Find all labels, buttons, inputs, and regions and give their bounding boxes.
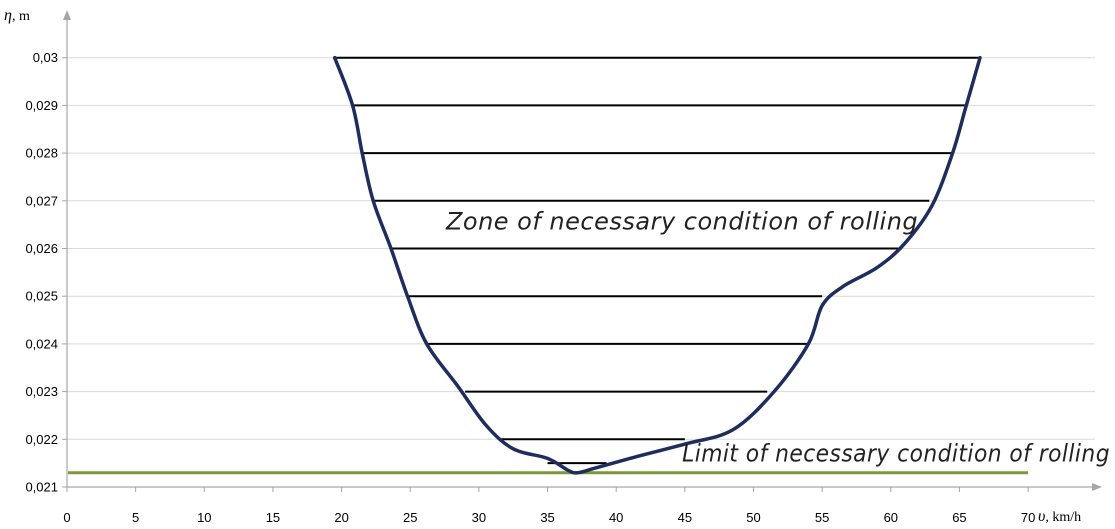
- y-tick-label: 0,027: [25, 193, 58, 208]
- y-axis-arrow: [63, 10, 71, 20]
- x-tick-label: 30: [472, 510, 486, 525]
- x-tick-label: 10: [197, 510, 211, 525]
- y-tick-label: 0,023: [25, 384, 58, 399]
- y-tick-label: 0,028: [25, 146, 58, 161]
- annotations: Zone of necessary condition of rolling Li…: [445, 207, 1110, 467]
- x-tick-label: 20: [334, 510, 348, 525]
- x-tick-label: 0: [63, 510, 70, 525]
- x-tick-label: 70: [1021, 510, 1035, 525]
- x-axis-symbol: υ: [1038, 508, 1045, 525]
- y-tick-label: 0,024: [25, 336, 58, 351]
- x-tick-label: 65: [952, 510, 966, 525]
- y-tick-label: 0,029: [25, 98, 58, 113]
- series-layer: [68, 55, 1028, 475]
- tick-labels: 0,021 0,022 0,023 0,024 0,025 0,026 0,027 0,028…: [25, 50, 1035, 525]
- y-tick-label: 0,026: [25, 241, 58, 256]
- boundary-curve: [332, 55, 982, 475]
- y-axis-title: η, m: [4, 7, 30, 24]
- x-tick-label: 50: [746, 510, 760, 525]
- x-tick-label: 45: [678, 510, 692, 525]
- y-tick-label: 0,025: [25, 289, 58, 304]
- axes: [63, 10, 1102, 491]
- zone-annotation: Zone of necessary condition of rolling: [445, 207, 918, 235]
- y-tick-label: 0,03: [33, 50, 58, 65]
- y-axis-unit: , m: [12, 9, 30, 24]
- x-tick-label: 55: [815, 510, 829, 525]
- x-tick-label: 40: [609, 510, 623, 525]
- hatch-lines: [334, 56, 981, 465]
- y-tick-label: 0,022: [25, 432, 58, 447]
- x-axis-unit: , km/h: [1045, 510, 1081, 525]
- x-axis-title: υ, km/h: [1038, 508, 1081, 525]
- x-tick-label: 35: [540, 510, 554, 525]
- x-tick-label: 15: [266, 510, 280, 525]
- x-tick-label: 5: [132, 510, 139, 525]
- x-tick-label: 25: [403, 510, 417, 525]
- x-tick-label: 60: [884, 510, 898, 525]
- x-axis-arrow: [1092, 483, 1102, 491]
- y-axis-symbol: η: [4, 7, 12, 24]
- y-tick-label: 0,021: [25, 480, 58, 495]
- limit-annotation: Limit of necessary condition of rolling: [682, 440, 1110, 468]
